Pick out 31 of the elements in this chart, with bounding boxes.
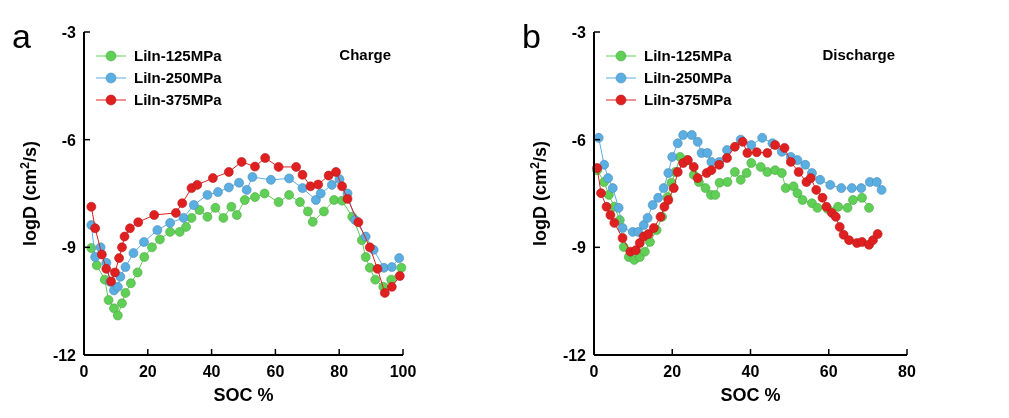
y-tick-label: -12 [52,347,77,364]
x-tick-label: 80 [330,363,349,380]
x-tick-label: 40 [202,363,221,380]
legend-label: LiIn-125MPa [644,47,733,64]
annotation: Discharge [822,46,895,63]
chart-title: a [12,17,31,55]
x-axis-title: SOC % [720,385,781,405]
y-tick-label: -6 [61,131,77,149]
x-tick-label: 0 [589,363,599,380]
x-tick-label: 60 [819,363,838,380]
y-tick-label: -9 [571,239,587,257]
y-tick-label: -3 [571,24,587,41]
x-tick-label: 20 [138,363,157,380]
y-tick-label: -9 [61,239,77,257]
x-tick-label: 60 [266,363,285,380]
x-tick-label: 80 [898,363,916,380]
legend-label: LiIn-375MPa [644,91,733,108]
y-tick-label: -3 [61,24,77,41]
x-axis-title: SOC % [213,385,274,405]
x-tick-label: 20 [663,363,682,380]
chart-title: b [522,17,541,55]
legend-label: LiIn-125MPa [134,47,223,64]
x-tick-label: 100 [389,363,417,380]
x-tick-label: 40 [741,363,760,380]
y-tick-label: -12 [562,347,587,364]
annotation: Charge [339,46,391,63]
x-tick-label: 0 [79,363,89,380]
y-tick-label: -6 [571,131,587,149]
legend-label: LiIn-250MPa [644,69,733,86]
legend-label: LiIn-375MPa [134,91,223,108]
legend-label: LiIn-250MPa [134,69,223,86]
